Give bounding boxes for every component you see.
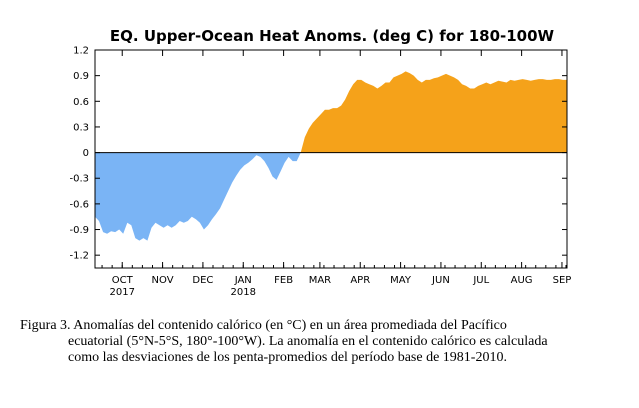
y-tick-label: 0.3 bbox=[73, 122, 89, 133]
chart-title: EQ. Upper-Ocean Heat Anoms. (deg C) for … bbox=[110, 27, 555, 45]
y-tick-label: -0.9 bbox=[69, 225, 89, 236]
y-tick-label: 0 bbox=[83, 148, 89, 159]
caption-line-2: ecuatorial (5°N-5°S, 180°-100°W). La ano… bbox=[68, 334, 548, 349]
x-year-label: 2018 bbox=[231, 287, 256, 298]
y-tick-label: -0.3 bbox=[69, 174, 89, 185]
y-tick-label: 1.2 bbox=[73, 46, 89, 57]
x-month-label: MAY bbox=[390, 275, 412, 286]
x-month-label: NOV bbox=[152, 275, 174, 286]
x-month-label: OCT bbox=[112, 275, 134, 286]
x-month-label: JAN bbox=[234, 275, 252, 286]
plot-frame bbox=[94, 49, 568, 269]
positive-anomaly-area bbox=[95, 71, 567, 153]
x-month-label: APR bbox=[350, 275, 370, 286]
x-year-label: 2017 bbox=[110, 287, 135, 298]
figure-caption: Figura 3. Anomalías del contenido calóri… bbox=[20, 318, 620, 366]
y-tick-label: -1.2 bbox=[69, 251, 89, 262]
y-tick-label: -0.6 bbox=[69, 199, 89, 210]
x-month-label: FEB bbox=[274, 275, 293, 286]
x-month-label: DEC bbox=[192, 275, 213, 286]
caption-line-3: como las desviaciones de los penta-prome… bbox=[68, 350, 507, 365]
x-month-label: JUN bbox=[431, 275, 450, 286]
x-month-label: JUL bbox=[472, 275, 489, 286]
y-tick-label: 0.6 bbox=[73, 97, 89, 108]
x-month-label: AUG bbox=[511, 275, 533, 286]
heat-anomaly-chart: EQ. Upper-Ocean Heat Anoms. (deg C) for … bbox=[69, 27, 571, 299]
negative-anomaly-area bbox=[95, 152, 567, 241]
caption-line-1: Figura 3. Anomalías del contenido calóri… bbox=[20, 318, 507, 333]
x-month-label: SEP bbox=[553, 275, 572, 286]
y-tick-label: 0.9 bbox=[73, 71, 89, 82]
x-month-label: MAR bbox=[309, 275, 331, 286]
